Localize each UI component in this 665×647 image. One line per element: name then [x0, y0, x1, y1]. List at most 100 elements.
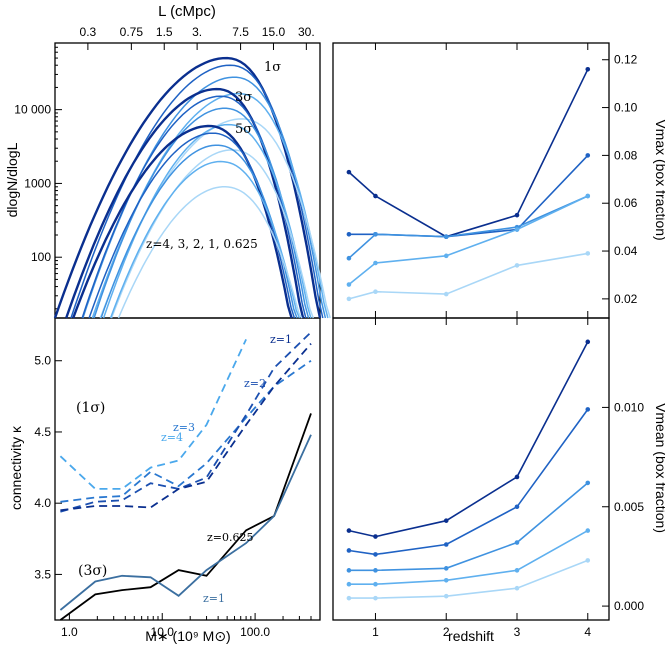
data-point	[346, 581, 352, 587]
top-axis-label: L (cMpc)	[158, 3, 216, 20]
annotation-z4: z=4	[161, 431, 183, 444]
data-point	[346, 232, 352, 237]
y-tick-label-bottom-left: 4.0	[34, 496, 51, 510]
data-point	[585, 67, 591, 72]
series-line	[348, 252, 588, 300]
annotation-3sigma: 3σ	[235, 90, 252, 105]
y-label-bottom-right: Vmean (box fraction)	[653, 403, 665, 533]
panel-bottom-right: 0.000 0.005 0.010 1 2 3 4	[346, 318, 644, 639]
top-tick-label: 15.0	[262, 25, 286, 39]
density-curve	[93, 107, 310, 319]
series-line	[348, 195, 589, 259]
panel-top-right: 0.02 0.04 0.06 0.08 0.10 0.12	[346, 43, 638, 318]
data-point	[346, 568, 352, 573]
connectivity-line	[59, 413, 312, 621]
density-curve	[110, 149, 315, 319]
data-point	[514, 263, 520, 268]
data-point	[373, 232, 378, 237]
data-point	[346, 548, 352, 553]
panel-bottom-left-frame	[54, 317, 321, 621]
data-point	[346, 595, 352, 601]
data-point	[443, 253, 449, 259]
data-point	[585, 407, 591, 412]
bottom-right-y-tick-label: 0.010	[614, 400, 644, 414]
series-line	[348, 195, 589, 286]
panel-bottom-left: 3.5 4.0 4.5 5.0 1.0 10.0 100.0	[34, 331, 321, 639]
data-point	[443, 291, 449, 297]
data-point	[373, 289, 378, 294]
data-point	[585, 339, 591, 345]
density-curve	[117, 186, 303, 319]
x-tick-label-bottom-right: 3	[514, 625, 521, 639]
x-axis-label-left: M∗ (10⁹ M⊙)	[145, 628, 230, 644]
data-point	[514, 540, 520, 545]
connectivity-line	[60, 359, 312, 503]
data-point	[514, 585, 520, 591]
data-point	[373, 193, 378, 199]
top-tick-label: 1.5	[156, 25, 173, 39]
annotation-z2: z=2	[244, 377, 266, 390]
data-point	[585, 193, 591, 199]
data-point	[443, 518, 449, 523]
annotation-1sigma-group: (1σ)	[76, 400, 105, 416]
y-tick-label-bottom-left: 4.5	[34, 425, 51, 439]
x-axis-label-right: redshift	[448, 628, 494, 644]
series-line	[348, 559, 589, 599]
top-tick-label: 0.75	[120, 25, 144, 39]
annotation-z1-top: z=1	[270, 333, 292, 346]
density-curve	[109, 160, 301, 319]
data-point	[585, 558, 591, 563]
data-point	[585, 480, 591, 486]
connectivity-line	[60, 343, 312, 512]
series-line	[348, 408, 589, 556]
data-point	[373, 581, 378, 587]
y-tick-label-bottom-left: 5.0	[34, 354, 51, 368]
data-point	[373, 552, 378, 557]
x-tick-label-bottom-left: 1.0	[61, 625, 78, 639]
data-point	[373, 260, 378, 266]
y-label-top-right: Vmax (box fraction)	[653, 119, 665, 240]
density-curve	[102, 123, 312, 319]
connectivity-line	[59, 434, 312, 611]
annotation-1sigma: 1σ	[264, 60, 281, 75]
y-tick-label-bottom-left: 3.5	[34, 567, 51, 581]
top-tick-label: 7.5	[232, 25, 249, 39]
density-curve	[100, 144, 298, 319]
bottom-right-y-tick-label: 0.000	[614, 599, 644, 613]
annotation-z0625: z=0.625	[207, 531, 254, 544]
data-point	[373, 595, 378, 601]
y-tick-label-top-left: 100	[31, 250, 51, 264]
data-point	[346, 255, 352, 261]
data-point	[346, 528, 352, 533]
data-point	[443, 566, 449, 571]
top-tick-label: 30.	[298, 25, 315, 39]
data-point	[514, 212, 520, 218]
series-line	[348, 154, 589, 238]
annotation-3sigma-group: (3σ)	[78, 563, 107, 579]
top-right-y-tick-label: 0.10	[614, 101, 638, 115]
bottom-right-y-tick-label: 0.005	[614, 500, 644, 514]
top-right-y-tick-label: 0.04	[614, 244, 638, 258]
data-point	[514, 474, 520, 480]
y-label-top-left: dlogN/dlogL	[4, 142, 20, 217]
top-right-y-tick-label: 0.12	[614, 53, 638, 67]
connectivity-line	[59, 339, 247, 490]
top-right-y-tick-label: 0.08	[614, 148, 638, 162]
panel-top-left-frame	[54, 42, 321, 319]
series-line	[348, 341, 589, 538]
data-point	[585, 153, 591, 158]
data-point	[346, 282, 352, 287]
annotation-5sigma: 5σ	[235, 122, 252, 137]
data-point	[346, 169, 352, 175]
data-point	[585, 528, 591, 533]
x-tick-label-bottom-left: 100.0	[240, 625, 270, 639]
top-right-y-tick-label: 0.06	[614, 196, 638, 210]
top-right-y-tick-label: 0.02	[614, 292, 638, 306]
data-point	[443, 577, 449, 583]
top-tick-label: 3.	[192, 25, 202, 39]
series-line	[348, 529, 589, 586]
x-tick-label-bottom-right: 4	[584, 625, 591, 639]
y-label-bottom-left: connectivity κ	[8, 425, 24, 510]
x-tick-label-bottom-left: 10.0	[151, 625, 175, 639]
